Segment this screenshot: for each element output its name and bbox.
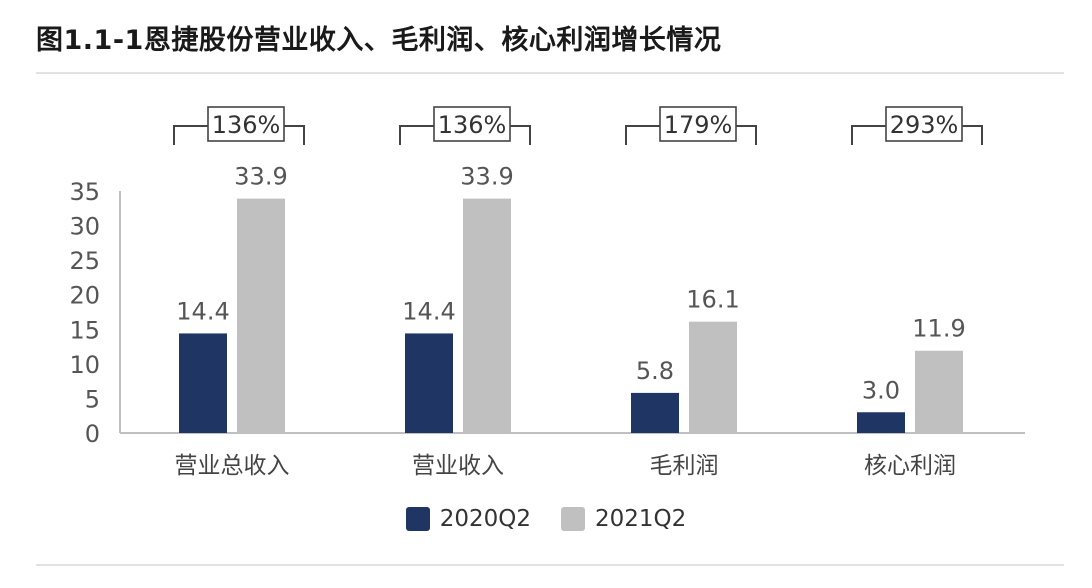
y-tick-label: 20 [69, 282, 100, 310]
data-label: 14.4 [402, 297, 455, 325]
growth-bracket-left [399, 125, 434, 145]
data-label: 33.9 [460, 163, 513, 191]
bar-2021q2 [915, 350, 963, 433]
bar-2020q2 [631, 392, 679, 433]
growth-box [659, 106, 737, 142]
legend-item-2021q2: 2021Q2 [561, 506, 686, 532]
growth-bracket-right [284, 125, 305, 145]
data-label: 5.8 [636, 357, 674, 385]
growth-label: 136% [212, 111, 281, 139]
top-divider [36, 72, 1064, 74]
y-tick-label: 0 [85, 420, 100, 448]
data-label: 11.9 [912, 315, 965, 343]
growth-box [207, 106, 285, 142]
x-tick-label: 核心利润 [864, 453, 956, 479]
x-tick-label: 营业总收入 [175, 453, 290, 479]
growth-box [433, 106, 511, 142]
y-tick-label: 10 [69, 351, 100, 379]
y-tick-label: 25 [69, 247, 100, 275]
bar-2020q2 [405, 333, 453, 433]
x-tick-label: 营业收入 [412, 453, 504, 479]
legend-label-2020q2: 2020Q2 [439, 506, 531, 532]
legend-item-2020q2: 2020Q2 [405, 506, 531, 532]
growth-bracket-left [851, 125, 886, 145]
y-tick-label: 15 [69, 316, 100, 344]
y-tick-label: 35 [69, 178, 100, 206]
legend: 2020Q2 2021Q2 [0, 506, 1092, 532]
legend-swatch-2021q2 [561, 507, 585, 531]
data-label: 14.4 [176, 297, 229, 325]
bottom-divider [36, 564, 1064, 566]
bar-2021q2 [463, 198, 511, 433]
growth-label: 293% [890, 111, 959, 139]
x-tick-label: 毛利润 [650, 453, 719, 479]
bar-2020q2 [857, 412, 905, 433]
legend-label-2021q2: 2021Q2 [595, 506, 687, 532]
bar-2021q2 [689, 321, 737, 433]
bar-chart: 0 5 10 15 20 25 30 35 营业总收入 14.4 33.9 136% 营业收入 14.4 3… [69, 106, 1025, 479]
bar-2021q2 [237, 198, 285, 433]
y-tick-label: 30 [69, 213, 100, 241]
y-tick-label: 5 [85, 385, 100, 413]
data-label: 16.1 [686, 286, 739, 314]
growth-bracket-right [736, 125, 757, 145]
chart-title: 图1.1-1恩捷股份营业收入、毛利润、核心利润增长情况 [36, 25, 722, 56]
bar-2020q2 [179, 333, 227, 433]
data-label: 33.9 [234, 163, 287, 191]
growth-bracket-left [173, 125, 208, 145]
growth-bracket-right [962, 125, 983, 145]
growth-label: 179% [664, 111, 733, 139]
data-label: 3.0 [862, 376, 900, 404]
growth-bracket-right [510, 125, 531, 145]
growth-label: 136% [438, 111, 507, 139]
legend-swatch-2020q2 [405, 507, 430, 531]
growth-bracket-left [625, 125, 660, 145]
growth-box [885, 106, 963, 142]
